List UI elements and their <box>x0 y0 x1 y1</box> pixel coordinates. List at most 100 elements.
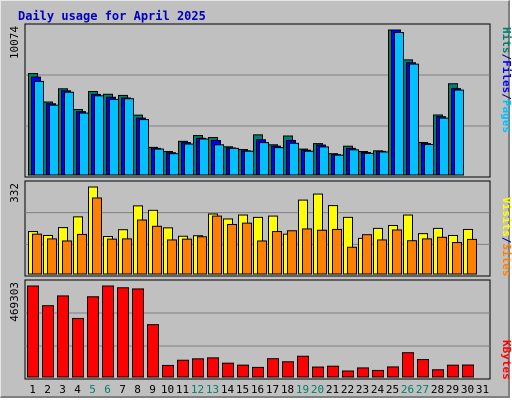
day-label-11: 11 <box>176 383 189 396</box>
bar-kbytes-day-12 <box>192 358 204 378</box>
day-label-3: 3 <box>59 383 66 396</box>
bar-pages-day-15 <box>244 150 254 176</box>
bar-kbytes-day-2 <box>42 305 54 378</box>
bar-sites-day-12 <box>197 236 207 275</box>
bar-sites-day-8 <box>137 219 147 275</box>
bar-pages-day-1 <box>34 80 44 176</box>
bar-kbytes-day-23 <box>357 367 369 378</box>
ymax-label-bottom: 469303 <box>8 282 21 322</box>
bar-pages-day-16 <box>259 142 269 176</box>
bar-sites-day-13 <box>212 215 222 275</box>
ymax-label-middle: 332 <box>8 183 21 203</box>
bar-sites-day-4 <box>77 233 87 275</box>
bar-sites-day-10 <box>167 239 177 275</box>
bar-pages-day-21 <box>334 154 344 176</box>
bar-sites-day-6 <box>107 238 117 275</box>
bar-sites-day-24 <box>377 239 387 275</box>
bar-sites-day-21 <box>332 228 342 275</box>
bar-pages-day-11 <box>184 143 194 176</box>
bar-sites-day-20 <box>317 229 327 275</box>
bar-kbytes-day-3 <box>57 295 69 378</box>
day-label-30: 30 <box>461 383 474 396</box>
day-label-12: 12 <box>191 383 204 396</box>
bar-kbytes-day-8 <box>132 288 144 378</box>
bar-kbytes-day-16 <box>252 366 264 378</box>
day-label-5: 5 <box>89 383 96 396</box>
legend-top-item-3: / <box>500 93 512 100</box>
legend-top-item-2: Files <box>500 60 512 93</box>
day-label-26: 26 <box>401 383 414 396</box>
day-label-18: 18 <box>281 383 294 396</box>
bar-pages-day-7 <box>124 98 134 176</box>
bar-pages-day-2 <box>49 104 59 176</box>
day-label-16: 16 <box>251 383 264 396</box>
legend-middle: Visits/Sites <box>500 197 512 277</box>
bar-kbytes-day-10 <box>162 364 174 378</box>
bar-kbytes-day-17 <box>267 358 279 378</box>
bar-sites-day-25 <box>392 229 402 275</box>
bar-kbytes-day-7 <box>117 287 129 378</box>
day-label-27: 27 <box>416 383 429 396</box>
bar-kbytes-day-21 <box>327 365 339 378</box>
day-label-10: 10 <box>161 383 174 396</box>
bar-sites-day-14 <box>227 223 237 275</box>
legend-top: Hits/Files/Pages <box>500 27 512 133</box>
day-label-28: 28 <box>431 383 444 396</box>
bar-kbytes-day-26 <box>402 352 414 378</box>
bar-pages-day-12 <box>199 138 209 176</box>
legend-top-item-0: Hits <box>500 27 512 54</box>
legend-middle-item-0: Visits <box>500 197 512 237</box>
bar-kbytes-day-25 <box>387 366 399 378</box>
bar-kbytes-day-15 <box>237 364 249 378</box>
ymax-label-top: 10074 <box>8 26 21 59</box>
bar-kbytes-day-29 <box>447 364 459 378</box>
bar-kbytes-day-18 <box>282 361 294 378</box>
bar-pages-day-10 <box>169 153 179 176</box>
bar-pages-day-22 <box>349 149 359 176</box>
bar-kbytes-day-30 <box>462 364 474 378</box>
bar-kbytes-day-14 <box>222 362 234 378</box>
bar-kbytes-day-4 <box>72 317 84 378</box>
bar-sites-day-11 <box>182 238 192 275</box>
day-label-13: 13 <box>206 383 219 396</box>
day-label-6: 6 <box>104 383 111 396</box>
legend-top-item-1: / <box>500 54 512 61</box>
bar-sites-day-28 <box>437 236 447 275</box>
bar-sites-day-22 <box>347 246 357 275</box>
legend-middle-item-2: Sites <box>500 243 512 276</box>
legend-bottom-item-0: KBytes <box>500 340 512 380</box>
bar-sites-day-30 <box>467 238 477 275</box>
bar-pages-day-27 <box>424 143 434 176</box>
bar-sites-day-7 <box>122 238 132 275</box>
bar-sites-day-5 <box>92 197 102 275</box>
bar-pages-day-14 <box>229 147 239 176</box>
day-label-4: 4 <box>74 383 81 396</box>
legend-top-item-4: Pages <box>500 100 512 133</box>
day-label-14: 14 <box>221 383 235 396</box>
bar-pages-day-13 <box>214 144 224 176</box>
bar-sites-day-23 <box>362 234 372 275</box>
bar-sites-day-19 <box>302 228 312 275</box>
day-label-15: 15 <box>236 383 249 396</box>
bar-pages-day-20 <box>319 146 329 176</box>
day-label-19: 19 <box>296 383 309 396</box>
day-label-23: 23 <box>356 383 369 396</box>
bar-pages-day-17 <box>274 147 284 176</box>
bar-pages-day-9 <box>154 148 164 176</box>
day-label-24: 24 <box>371 383 385 396</box>
bar-pages-day-4 <box>79 112 89 176</box>
legend-bottom: KBytes <box>500 340 512 380</box>
bar-kbytes-day-28 <box>432 369 444 378</box>
bar-pages-day-8 <box>139 119 149 176</box>
day-label-31: 31 <box>476 383 489 396</box>
bar-sites-day-15 <box>242 222 252 275</box>
bar-sites-day-17 <box>272 231 282 275</box>
bar-sites-day-2 <box>47 238 57 275</box>
bar-sites-day-18 <box>287 230 297 275</box>
bar-sites-day-27 <box>422 238 432 275</box>
bar-pages-day-29 <box>454 89 464 176</box>
bar-kbytes-day-5 <box>87 296 99 378</box>
bar-sites-day-29 <box>452 242 462 275</box>
bar-kbytes-day-13 <box>207 357 219 378</box>
day-label-21: 21 <box>326 383 339 396</box>
